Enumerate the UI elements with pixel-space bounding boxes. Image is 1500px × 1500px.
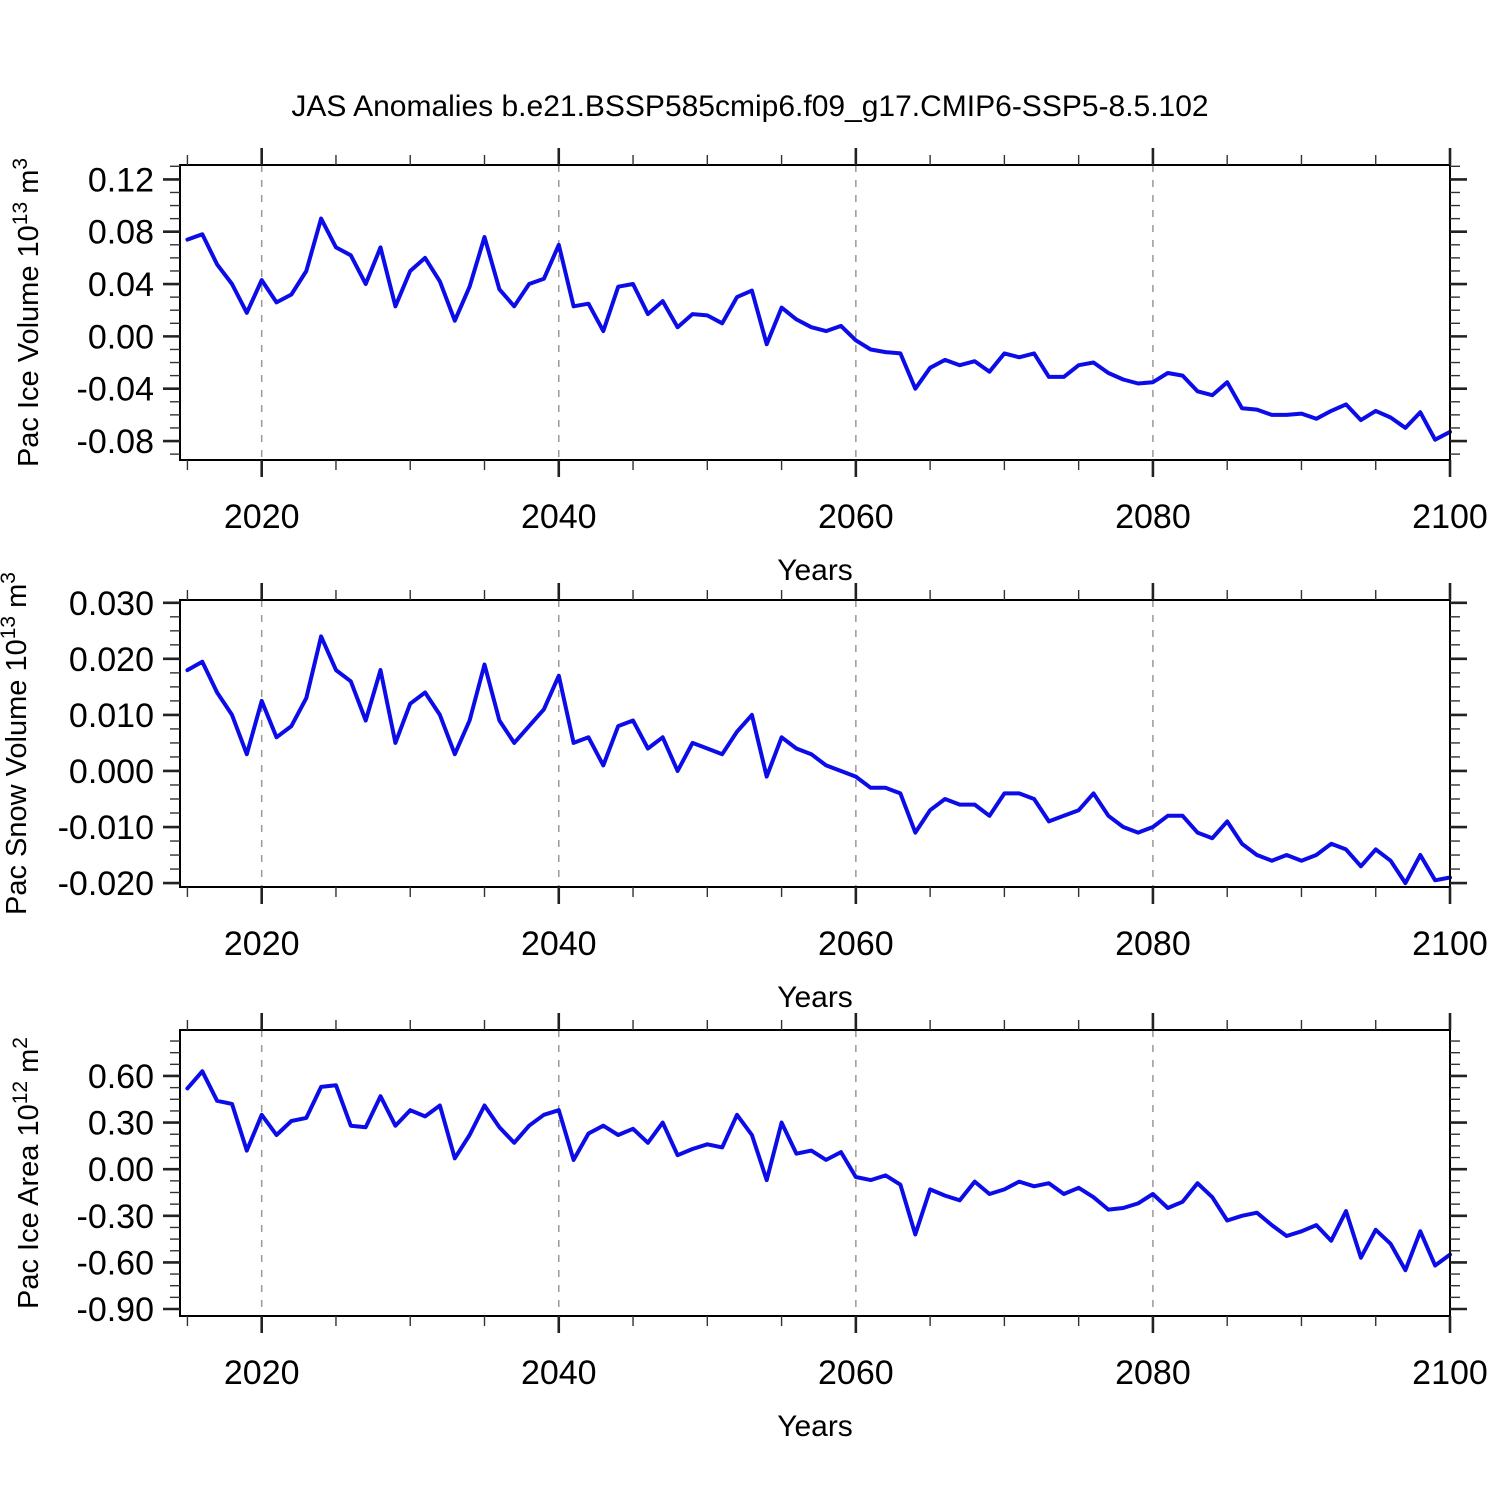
y-axis-title: Pac Snow Volume 1013 m3 xyxy=(0,572,33,915)
y-axis-title-exponent: 13 xyxy=(0,616,20,639)
y-tick-label: 0.00 xyxy=(88,1151,154,1189)
data-series-line xyxy=(185,1069,1452,1273)
y-tick-label: 0.000 xyxy=(69,753,154,791)
x-tick-label: 2020 xyxy=(224,1354,300,1392)
y-axis-title-unit-exponent: 3 xyxy=(9,158,32,170)
y-tick-label: 0.60 xyxy=(88,1058,154,1096)
x-tick-label: 2100 xyxy=(1412,925,1488,963)
panel-2: 2020 2040 2060 2080 2100 0.030 0.020 0.010 0.000… xyxy=(0,572,1488,1014)
x-tick-label: 2080 xyxy=(1115,925,1191,963)
y-tick-label: -0.90 xyxy=(77,1291,155,1329)
y-axis-title-exponent: 12 xyxy=(9,1081,32,1104)
y-tick-label: -0.04 xyxy=(77,371,155,409)
y-axis-title-base: Pac Ice Area 10 xyxy=(13,1104,45,1309)
x-tick-label: 2060 xyxy=(818,498,894,536)
y-axis-title-unit: m xyxy=(13,170,45,202)
y-tick-label: -0.60 xyxy=(77,1244,155,1282)
y-tick-label: -0.30 xyxy=(77,1198,155,1236)
x-axis-title: Years xyxy=(777,554,853,587)
x-tick-label: 2100 xyxy=(1412,1354,1488,1392)
panel-frame xyxy=(179,599,1451,888)
y-tick-label: 0.04 xyxy=(88,266,154,304)
data-series-line xyxy=(185,634,1452,886)
y-tick-label: 0.020 xyxy=(69,641,154,679)
y-tick-label: -0.020 xyxy=(58,865,154,903)
y-axis-title-unit-exponent: 3 xyxy=(0,572,20,584)
x-axis-title: Years xyxy=(777,981,853,1014)
y-axis-title-unit: m xyxy=(1,584,33,616)
x-tick-label: 2040 xyxy=(521,1354,597,1392)
data-series-line xyxy=(185,216,1452,442)
y-axis-title-base: Pac Snow Volume 10 xyxy=(1,639,33,915)
y-tick-label: -0.010 xyxy=(58,809,154,847)
panel-3: 2020 2040 2060 2080 2100 0.60 0.30 0.00 -0.30 -0.… xyxy=(9,1013,1488,1443)
x-tick-label: 2020 xyxy=(224,498,300,536)
x-tick-label: 2080 xyxy=(1115,498,1191,536)
x-tick-label: 2060 xyxy=(818,925,894,963)
y-tick-label: 0.010 xyxy=(69,697,154,735)
y-axis-title-unit: m xyxy=(13,1049,45,1081)
x-axis-title: Years xyxy=(777,1410,853,1443)
x-tick-label: 2080 xyxy=(1115,1354,1191,1392)
y-axis-title-base: Pac Ice Volume 10 xyxy=(13,225,45,467)
x-tick-label: 2040 xyxy=(521,925,597,963)
x-tick-label: 2020 xyxy=(224,925,300,963)
y-axis-title-unit-exponent: 2 xyxy=(9,1037,32,1049)
y-tick-label: 0.30 xyxy=(88,1105,154,1143)
y-tick-label: 0.12 xyxy=(88,161,154,199)
y-axis-title-exponent: 13 xyxy=(9,202,32,225)
panel-frame xyxy=(179,164,1451,461)
x-tick-label: 2060 xyxy=(818,1354,894,1392)
y-axis-title: Pac Ice Volume 1013 m3 xyxy=(9,158,45,467)
y-tick-label: 0.030 xyxy=(69,585,154,623)
x-tick-label: 2040 xyxy=(521,498,597,536)
x-tick-label: 2100 xyxy=(1412,498,1488,536)
y-axis-title: Pac Ice Area 1012 m2 xyxy=(9,1037,45,1309)
panel-1: 2020 2040 2060 2080 2100 0.12 0.08 0.04 0.00 -0.0… xyxy=(9,148,1488,587)
chart-panels: 2020 2040 2060 2080 2100 0.12 0.08 0.04 0.00 -0.0… xyxy=(0,148,1488,1443)
y-tick-label: -0.08 xyxy=(77,423,155,461)
y-tick-label: 0.00 xyxy=(88,318,154,356)
figure-title: JAS Anomalies b.e21.BSSP585cmip6.f09_g17… xyxy=(291,90,1208,123)
panel-frame xyxy=(179,1029,1451,1317)
y-tick-label: 0.08 xyxy=(88,214,154,252)
